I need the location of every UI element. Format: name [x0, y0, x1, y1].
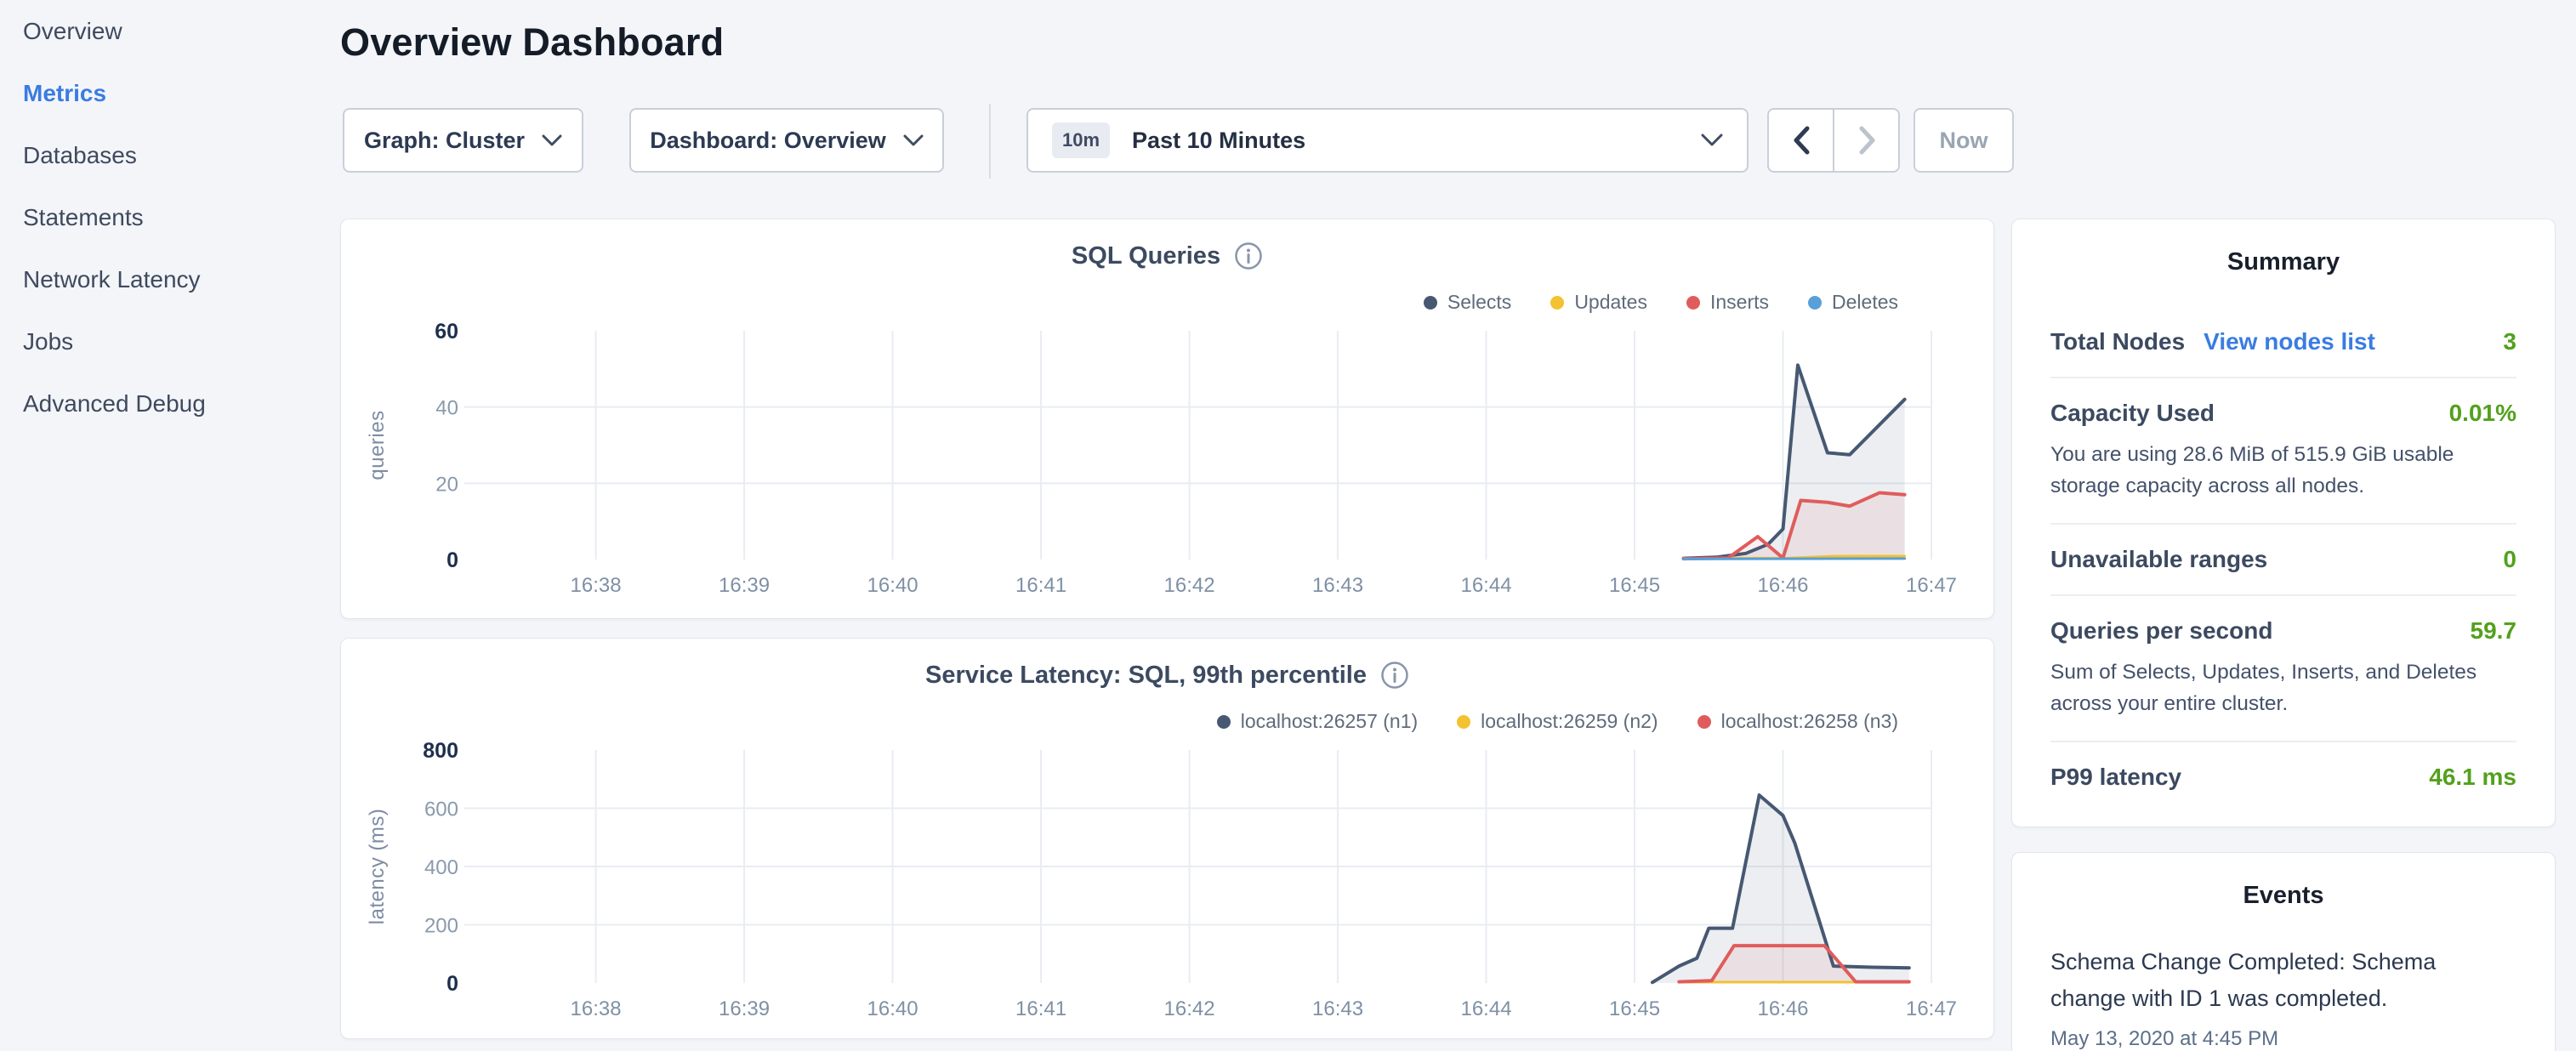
unavailable-ranges-value: 0: [2503, 546, 2516, 573]
toolbar-divider: [989, 104, 991, 179]
svg-text:16:38: 16:38: [571, 997, 622, 1020]
time-range-dropdown[interactable]: 10m Past 10 Minutes: [1026, 108, 1749, 173]
event-timestamp: May 13, 2020 at 4:45 PM: [2050, 1027, 2516, 1051]
capacity-used-value: 0.01%: [2449, 400, 2516, 427]
view-nodes-list-link[interactable]: View nodes list: [2204, 328, 2375, 355]
db-console-metrics-page: Overview Metrics Databases Statements Ne…: [0, 0, 2576, 1051]
graph-dropdown[interactable]: Graph: Cluster: [343, 108, 583, 173]
svg-text:20: 20: [435, 473, 458, 496]
unavailable-ranges-label: Unavailable ranges: [2050, 546, 2267, 573]
sidebar-item-statements[interactable]: Statements: [23, 186, 321, 248]
sidebar-item-databases[interactable]: Databases: [23, 124, 321, 186]
svg-text:16:44: 16:44: [1460, 574, 1511, 597]
sidebar-item-metrics[interactable]: Metrics: [23, 62, 321, 124]
capacity-used-description: You are using 28.6 MiB of 515.9 GiB usab…: [2050, 439, 2516, 502]
svg-text:16:40: 16:40: [867, 574, 918, 597]
sidebar-item-advanced-debug[interactable]: Advanced Debug: [23, 372, 321, 435]
chevron-down-icon: [542, 134, 562, 147]
svg-text:16:47: 16:47: [1906, 997, 1957, 1020]
summary-row-p99: P99 latency 46.1 ms: [2050, 741, 2516, 812]
svg-text:200: 200: [424, 915, 458, 938]
events-panel: Events Schema Change Completed: Schema c…: [2011, 852, 2556, 1051]
chevron-right-icon: [1857, 125, 1876, 156]
svg-text:16:38: 16:38: [571, 574, 622, 597]
event-item[interactable]: Schema Change Completed: Schema change w…: [2050, 944, 2516, 1017]
service-latency-chart-card: Service Latency: SQL, 99th percentile lo…: [340, 638, 1994, 1039]
service-latency-plot[interactable]: 16:38 16:39 16:40 16:41 16:42 16:43 16:44 16:45…: [341, 639, 1993, 1038]
chevron-down-icon: [903, 134, 924, 147]
svg-text:600: 600: [424, 798, 458, 821]
sidebar: Overview Metrics Databases Statements Ne…: [23, 0, 321, 435]
events-title: Events: [2050, 882, 2516, 910]
svg-text:16:43: 16:43: [1312, 574, 1363, 597]
capacity-used-label: Capacity Used: [2050, 400, 2215, 427]
svg-text:16:41: 16:41: [1015, 997, 1066, 1020]
sidebar-item-overview[interactable]: Overview: [23, 0, 321, 62]
svg-text:latency (ms): latency (ms): [366, 809, 389, 925]
svg-text:16:47: 16:47: [1906, 574, 1957, 597]
svg-text:16:46: 16:46: [1757, 997, 1808, 1020]
total-nodes-label: Total Nodes: [2050, 328, 2185, 355]
svg-text:16:44: 16:44: [1460, 997, 1511, 1020]
time-range-label: Past 10 Minutes: [1132, 128, 1305, 154]
dashboard-dropdown[interactable]: Dashboard: Overview: [629, 108, 944, 173]
summary-row-total-nodes: Total Nodes View nodes list 3: [2050, 307, 2516, 377]
sql-queries-plot[interactable]: 16:38 16:39 16:40 16:41 16:42 16:43 16:44 16:45…: [341, 219, 1993, 618]
total-nodes-value: 3: [2503, 328, 2516, 355]
svg-text:16:46: 16:46: [1757, 574, 1808, 597]
time-step-button-group: [1767, 108, 1900, 173]
svg-text:40: 40: [435, 397, 458, 420]
page-title: Overview Dashboard: [340, 20, 724, 65]
svg-text:0: 0: [446, 548, 458, 572]
qps-value: 59.7: [2471, 617, 2517, 645]
p99-latency-label: P99 latency: [2050, 764, 2181, 791]
svg-text:16:39: 16:39: [719, 997, 770, 1020]
sql-queries-chart-card: SQL Queries SelectsUpdatesInsertsDeletes…: [340, 219, 1994, 619]
sidebar-item-jobs[interactable]: Jobs: [23, 310, 321, 372]
svg-text:400: 400: [424, 856, 458, 879]
sidebar-item-network-latency[interactable]: Network Latency: [23, 248, 321, 310]
svg-text:16:42: 16:42: [1164, 997, 1215, 1020]
svg-text:16:40: 16:40: [867, 997, 918, 1020]
svg-text:16:45: 16:45: [1609, 574, 1660, 597]
svg-text:16:42: 16:42: [1164, 574, 1215, 597]
summary-title: Summary: [2050, 248, 2516, 276]
svg-text:16:43: 16:43: [1312, 997, 1363, 1020]
svg-text:60: 60: [435, 320, 458, 344]
summary-row-capacity: Capacity Used 0.01% You are using 28.6 M…: [2050, 377, 2516, 523]
chevron-down-icon: [1701, 134, 1723, 147]
summary-panel: Summary Total Nodes View nodes list 3 Ca…: [2011, 219, 2556, 827]
svg-text:16:45: 16:45: [1609, 997, 1660, 1020]
now-button[interactable]: Now: [1914, 108, 2014, 173]
svg-text:16:41: 16:41: [1015, 574, 1066, 597]
summary-row-qps: Queries per second 59.7 Sum of Selects, …: [2050, 594, 2516, 741]
svg-text:0: 0: [446, 972, 458, 996]
svg-text:800: 800: [423, 739, 458, 763]
time-next-button[interactable]: [1834, 110, 1898, 171]
summary-row-unavailable-ranges: Unavailable ranges 0: [2050, 523, 2516, 594]
p99-latency-value: 46.1 ms: [2429, 764, 2516, 791]
qps-description: Sum of Selects, Updates, Inserts, and De…: [2050, 656, 2516, 719]
time-prev-button[interactable]: [1769, 110, 1834, 171]
svg-text:queries: queries: [366, 410, 389, 480]
time-range-badge: 10m: [1052, 122, 1110, 158]
graph-dropdown-label: Graph: Cluster: [364, 128, 525, 154]
qps-label: Queries per second: [2050, 617, 2272, 645]
chevron-left-icon: [1792, 125, 1811, 156]
svg-text:16:39: 16:39: [719, 574, 770, 597]
dashboard-dropdown-label: Dashboard: Overview: [650, 128, 886, 154]
